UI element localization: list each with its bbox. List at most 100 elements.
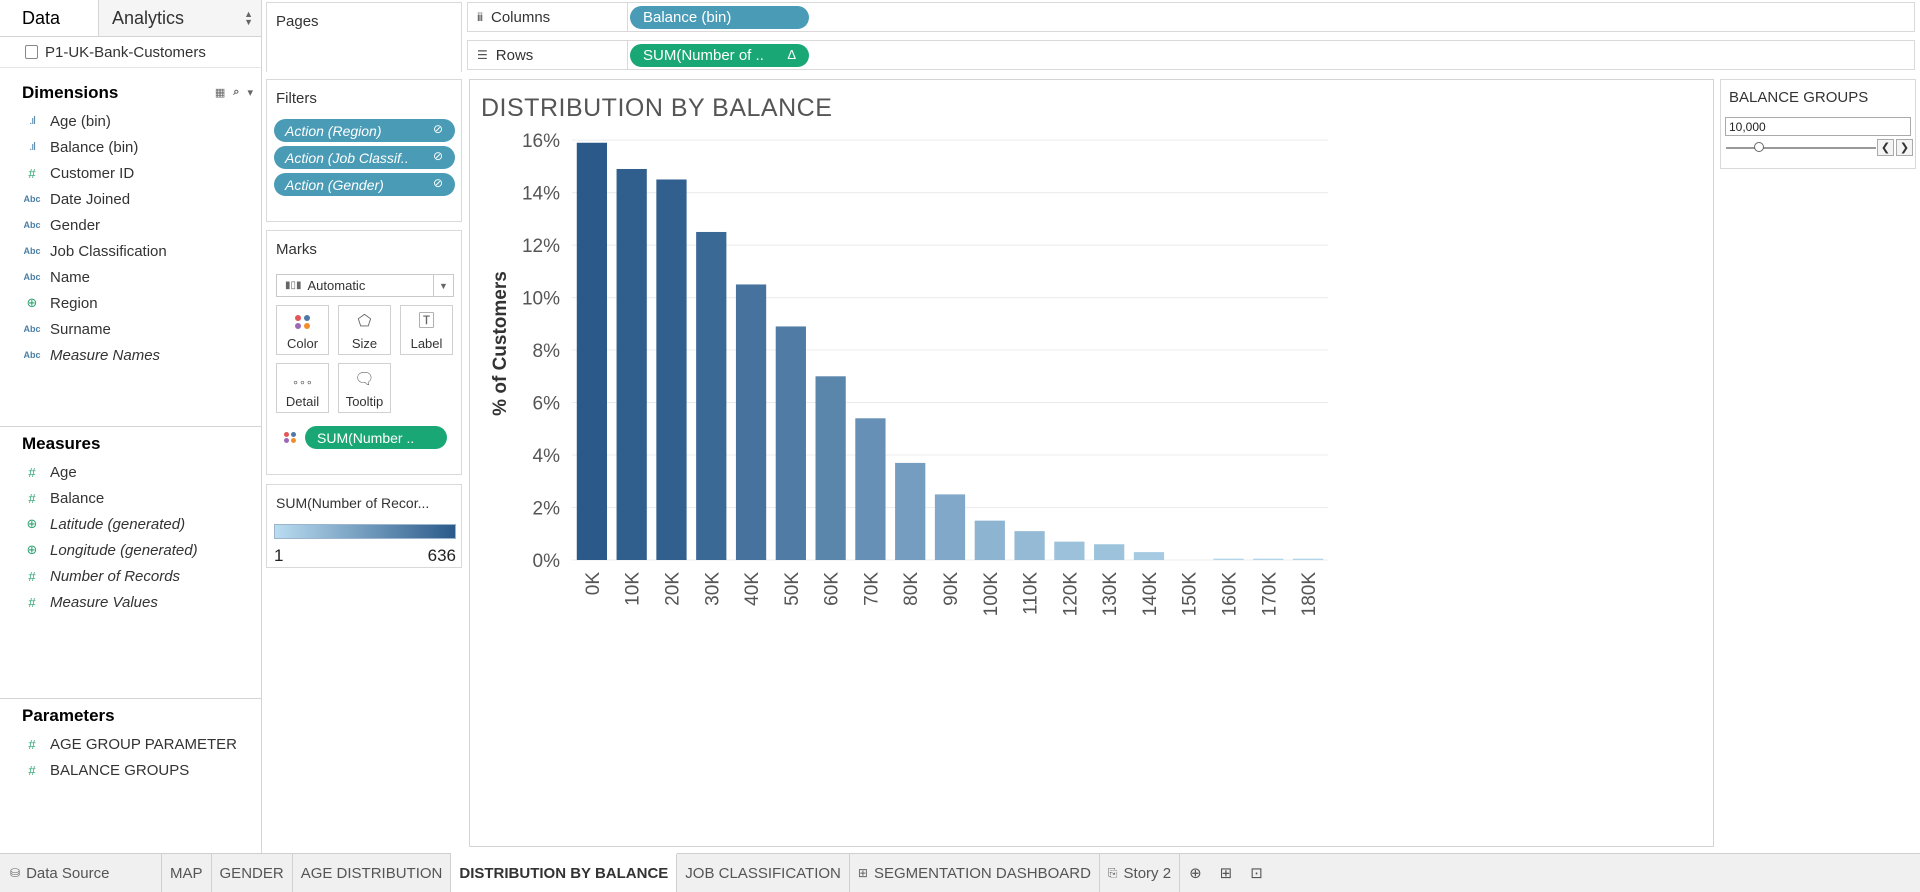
x-tick-label: 120K — [1060, 572, 1081, 617]
columns-shelf[interactable]: iii Columns Balance (bin) — [467, 2, 1915, 32]
legend-title: SUM(Number of Recor... — [276, 495, 430, 511]
new-worksheet-icon[interactable]: ⊕ — [1189, 865, 1202, 882]
filter-pill-gender[interactable]: Action (Gender) ⊘ — [274, 173, 455, 196]
tab-data[interactable]: Data — [0, 0, 99, 36]
pane-tabs: Data Analytics ▲ ▼ — [0, 0, 261, 37]
chevron-right-icon[interactable]: ❯ — [1896, 139, 1913, 156]
color-legend: SUM(Number of Recor... 1 636 — [266, 484, 462, 568]
filter-pill-job[interactable]: Action (Job Classif.. ⊘ — [274, 146, 455, 169]
datasource-item[interactable]: P1-UK-Bank-Customers — [0, 37, 261, 68]
field-item[interactable]: Abc Job Classification — [0, 238, 261, 264]
x-tick-label: 140K — [1140, 572, 1161, 617]
tooltip-button[interactable]: 🗨 Tooltip — [338, 363, 391, 413]
mark-type-value: Automatic — [307, 278, 366, 293]
tab-sheet[interactable]: AGE DISTRIBUTION — [293, 854, 452, 892]
tab-sheet[interactable]: GENDER — [212, 854, 293, 892]
field-item[interactable]: ⊕ Longitude (generated) — [0, 537, 261, 563]
columns-label: Columns — [491, 8, 551, 26]
bar-chart: 0% 2% 4% 6% 8% 10% 12% 14% 16% % of Customers 0K 10… — [490, 131, 1328, 617]
bar-chart-icon: ▮▯▮ — [285, 280, 302, 291]
rows-shelf[interactable]: ☰ Rows SUM(Number of .. Δ — [467, 40, 1915, 70]
bins-icon: .ıl — [29, 141, 36, 153]
parameter-value-input[interactable]: 10,000 — [1725, 117, 1911, 136]
field-item[interactable]: ⊕ Latitude (generated) — [0, 511, 261, 537]
string-icon: Abc — [23, 350, 41, 360]
x-tick-label: 180K — [1299, 572, 1320, 617]
rows-label: Rows — [495, 46, 534, 64]
tab-analytics[interactable]: Analytics ▲ ▼ — [99, 0, 261, 36]
search-icon[interactable]: ⌕ — [233, 86, 240, 98]
measures-header: Measures — [0, 429, 261, 459]
view-data-icon[interactable]: ▦ — [214, 87, 226, 99]
bar — [895, 462, 926, 560]
tooltip-label: Tooltip — [345, 394, 384, 409]
columns-pill[interactable]: Balance (bin) — [630, 6, 809, 29]
marks-color-field: SUM(Number .. — [284, 426, 447, 449]
parameter-slider-track[interactable] — [1726, 147, 1876, 149]
field-item[interactable]: # Customer ID — [0, 160, 261, 186]
parameters-title: Parameters — [22, 706, 115, 725]
field-item[interactable]: Abc Name — [0, 264, 261, 290]
legend-color-ramp — [274, 524, 456, 539]
measures-title: Measures — [22, 434, 101, 453]
tab-data-source[interactable]: ⛁ Data Source — [0, 854, 162, 892]
menu-caret-icon[interactable]: ▾ — [247, 87, 253, 99]
tab-sheet[interactable]: DISTRIBUTION BY BALANCE — [451, 853, 678, 892]
field-item[interactable]: .ıl Age (bin) — [0, 108, 261, 134]
field-label: Measure Names — [50, 346, 161, 364]
tab-sheet[interactable]: JOB CLASSIFICATION — [677, 854, 850, 892]
updown-arrows-icon[interactable]: ▲ ▼ — [244, 9, 253, 27]
field-item[interactable]: Abc Date Joined — [0, 186, 261, 212]
field-item[interactable]: .ıl Balance (bin) — [0, 134, 261, 160]
detail-button[interactable]: ∘∘∘ Detail — [276, 363, 329, 413]
field-item[interactable]: # Measure Values — [0, 589, 261, 615]
filters-shelf[interactable]: Filters Action (Region) ⊘ Action (Job Cl… — [266, 79, 462, 222]
data-pane: Data Analytics ▲ ▼ P1-UK-Bank-Customers D… — [0, 0, 262, 853]
size-button[interactable]: ⬠ Size — [338, 305, 391, 355]
label-button[interactable]: 🅃 Label — [400, 305, 453, 355]
tab-story[interactable]: ⎘ Story 2 — [1100, 854, 1181, 892]
color-button[interactable]: Color — [276, 305, 329, 355]
chevron-left-icon[interactable]: ❮ — [1877, 139, 1894, 156]
number-icon: # — [28, 594, 36, 610]
y-tick-label: 12% — [522, 236, 560, 257]
field-item[interactable]: Abc Measure Names — [0, 342, 261, 368]
text-label-icon: 🅃 — [418, 313, 435, 330]
field-item[interactable]: Abc Gender — [0, 212, 261, 238]
new-story-icon[interactable]: ⊡ — [1250, 865, 1263, 882]
y-tick-label: 6% — [533, 394, 561, 415]
field-item[interactable]: # BALANCE GROUPS — [0, 757, 261, 783]
tab-dashboard[interactable]: ⊞ SEGMENTATION DASHBOARD — [850, 854, 1100, 892]
field-label: Job Classification — [50, 242, 167, 260]
field-label: Age — [50, 463, 77, 481]
link-icon: ⊘ — [432, 122, 443, 136]
globe-icon: ⊕ — [26, 295, 38, 310]
tab-sheet[interactable]: MAP — [162, 854, 212, 892]
pages-shelf[interactable]: Pages — [266, 2, 462, 72]
rows-icon: ☰ — [477, 48, 488, 62]
columns-pill-label: Balance (bin) — [643, 9, 732, 26]
bar — [1094, 544, 1125, 560]
y-tick-label: 14% — [522, 184, 560, 205]
filter-pill-region[interactable]: Action (Region) ⊘ — [274, 119, 455, 142]
field-item[interactable]: # Number of Records — [0, 563, 261, 589]
field-item[interactable]: Abc Surname — [0, 316, 261, 342]
new-dashboard-icon[interactable]: ⊞ — [1219, 865, 1233, 882]
field-item[interactable]: # Age — [0, 459, 261, 485]
number-icon: # — [28, 762, 36, 778]
parameter-slider-thumb[interactable] — [1754, 142, 1764, 152]
view-title: DISTRIBUTION BY BALANCE — [481, 94, 833, 122]
field-item[interactable]: # AGE GROUP PARAMETER — [0, 731, 261, 757]
marks-color-pill[interactable]: SUM(Number .. — [305, 426, 447, 449]
field-item[interactable]: # Balance — [0, 485, 261, 511]
rows-pill[interactable]: SUM(Number of .. Δ — [630, 44, 809, 67]
bins-icon: .ıl — [29, 115, 36, 127]
story-icon: ⎘ — [1107, 865, 1118, 880]
tab-dashboard-label: SEGMENTATION DASHBOARD — [873, 864, 1091, 882]
field-label: BALANCE GROUPS — [50, 761, 190, 779]
mark-type-dropdown[interactable]: ▮▯▮ Automatic ▼ — [276, 274, 454, 297]
x-tick-label: 10K — [623, 572, 644, 606]
field-item[interactable]: ⊕ Region — [0, 290, 261, 316]
divider — [0, 698, 261, 699]
marks-title: Marks — [276, 241, 317, 258]
